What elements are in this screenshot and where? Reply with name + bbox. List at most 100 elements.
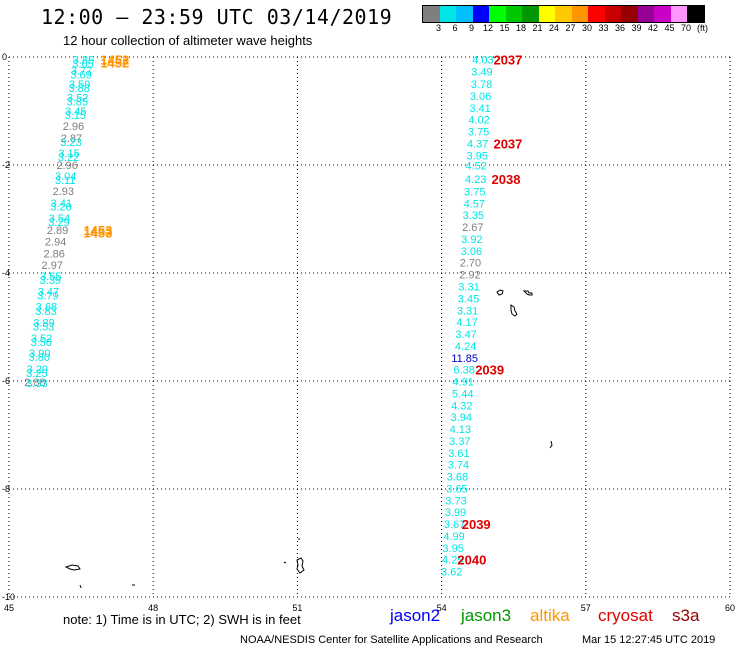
swh-value: 6.38: [453, 365, 474, 377]
x-axis-label: 51: [292, 603, 303, 613]
chart-subtitle: 12 hour collection of altimeter wave hei…: [63, 33, 313, 48]
swh-value: 4.23: [465, 174, 486, 186]
swh-value: 3.67: [444, 519, 465, 531]
swh-value: 2.92: [459, 270, 480, 282]
legend-swatch: [571, 6, 588, 22]
swh-value: 3.45: [65, 106, 86, 118]
pass-time-label: 2037: [493, 136, 522, 151]
swh-value: 3.41: [469, 103, 490, 115]
swh-value: 3.15: [65, 110, 86, 122]
swh-value: 3.47: [38, 286, 59, 298]
swh-value: 3.29: [27, 364, 48, 376]
legend-label: 39: [631, 23, 642, 33]
legend-swatch: [472, 6, 489, 22]
legend-label: 70: [680, 23, 692, 33]
y-axis-label: -6: [2, 376, 11, 386]
swh-value: 3.62: [441, 567, 462, 579]
swh-value: 3.80: [29, 352, 50, 364]
pass-time-label: 2039: [475, 363, 504, 378]
legend-swatch: [687, 6, 704, 22]
swh-value: 3.89: [33, 318, 54, 330]
swh-value: 3.54: [49, 213, 70, 225]
legend-label: 45: [664, 23, 675, 33]
swh-value: 3.33: [26, 378, 47, 390]
legend-swatch: [505, 6, 522, 22]
legend-swatch: [522, 6, 539, 22]
satellite-name: jason3: [461, 606, 512, 625]
swh-value: 2.89: [47, 225, 68, 237]
swh-value: 3.95: [466, 150, 487, 162]
satellite-name: cryosat: [598, 606, 653, 625]
swh-value: 3.22: [58, 152, 79, 164]
swh-value: 3.85: [73, 55, 94, 67]
swh-value: 3.69: [70, 69, 91, 81]
grid-lines: [8, 56, 731, 598]
legend-label: 30: [581, 23, 593, 33]
legend-label: 6: [452, 23, 458, 33]
swh-value: 2.88: [24, 377, 45, 389]
legend-swatch: [538, 6, 555, 22]
island-8: [283, 561, 287, 564]
swh-value: 4.24: [455, 341, 476, 353]
legend-swatch: [439, 6, 456, 22]
swh-value: 3.85: [67, 96, 88, 108]
pass-time-label: 2038: [492, 172, 521, 187]
swh-value: 3.04: [55, 171, 76, 183]
swh-value: 3.06: [461, 246, 482, 258]
land-masses: [64, 289, 553, 589]
swh-value: 3.74: [448, 460, 469, 472]
swh-value: 3.92: [461, 234, 482, 246]
y-axis-label: -10: [2, 592, 16, 602]
x-axis-label: 48: [148, 603, 159, 613]
swh-value: 3.20: [50, 202, 71, 214]
x-axis-label: 54: [436, 603, 447, 613]
island-10: [296, 557, 305, 574]
swh-value: 3.31: [457, 305, 478, 317]
swh-value: 3.78: [471, 79, 492, 91]
legend-label: 42: [647, 23, 659, 33]
generated-timestamp: Mar 15 12:27:45 UTC 2019: [582, 634, 716, 646]
swh-value: 3.41: [51, 198, 72, 210]
legend-label: 9: [468, 23, 475, 33]
swh-value: 2.97: [42, 260, 63, 272]
swh-value: 2.93: [53, 186, 74, 198]
footer-note: note: 1) Time is in UTC; 2) SWH is in fe…: [63, 612, 301, 627]
legend-swatch: [423, 6, 440, 22]
legend-label: 36: [614, 23, 626, 33]
credit-line: NOAA/NESDIS Center for Satellite Applica…: [240, 634, 543, 646]
island-1: [496, 289, 504, 296]
swh-value: 4.37: [467, 138, 488, 150]
swh-value: 4.57: [464, 198, 485, 210]
swh-value: 3.45: [458, 293, 479, 305]
island-5: [64, 564, 81, 571]
legend-swatch: [588, 6, 605, 22]
legend-swatch: [456, 6, 473, 22]
legend-swatch: [604, 6, 621, 22]
swh-value: 3.99: [445, 507, 466, 519]
pass-time-label: 1452: [100, 55, 129, 70]
swh-value: 3.11: [55, 175, 76, 187]
x-axis-label: 45: [3, 603, 15, 613]
y-axis-label: 0: [2, 52, 8, 62]
legend-swatch: [637, 6, 654, 22]
legend-label: 3: [435, 23, 442, 33]
pass-time-label: 2039: [462, 517, 491, 532]
swh-value: 4.52: [465, 161, 486, 173]
swh-value: 3.68: [447, 472, 468, 484]
y-axis-label: -2: [2, 160, 11, 170]
swh-value: 3.88: [68, 83, 89, 95]
legend-swatch: [555, 6, 572, 22]
island-6: [79, 584, 82, 589]
swh-value: 2.96: [63, 121, 84, 133]
pass-time-label: 2040: [457, 553, 486, 568]
swh-value: 3.53: [33, 321, 54, 333]
swh-value: 3.52: [67, 93, 88, 105]
swh-value: 3.39: [40, 275, 61, 287]
swh-value: 2.86: [43, 249, 64, 261]
swh-value: 2.96: [56, 160, 77, 172]
swh-value: 3.25: [26, 368, 47, 380]
swh-value: 5.44: [452, 388, 473, 400]
x-axis-label: 57: [580, 603, 591, 613]
